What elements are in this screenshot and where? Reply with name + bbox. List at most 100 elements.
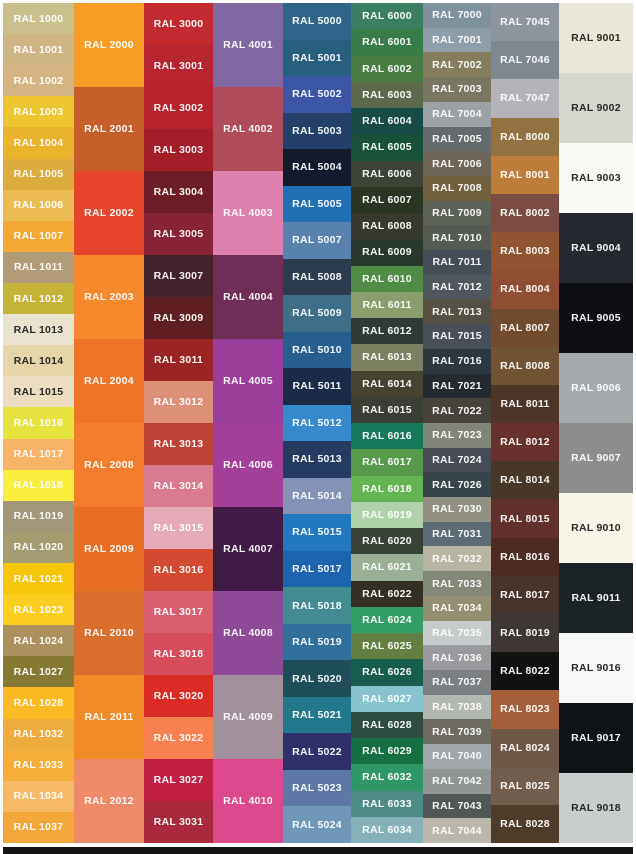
color-swatch-ral-4002: RAL 4002 [213, 87, 283, 171]
color-swatch-ral-3001: RAL 3001 [144, 45, 213, 87]
swatch-label: RAL 5002 [292, 88, 342, 101]
color-swatch-ral-4004: RAL 4004 [213, 255, 283, 339]
color-swatch-ral-4009: RAL 4009 [213, 675, 283, 759]
swatch-label: RAL 7044 [432, 824, 482, 837]
color-swatch-ral-8007: RAL 8007 [491, 308, 559, 347]
swatch-label: RAL 4001 [223, 39, 273, 51]
color-swatch-ral-4010: RAL 4010 [213, 759, 283, 843]
color-swatch-ral-7015: RAL 7015 [423, 324, 491, 349]
color-swatch-ral-3022: RAL 3022 [144, 717, 213, 759]
color-swatch-ral-3005: RAL 3005 [144, 213, 213, 255]
swatch-label: RAL 3022 [153, 732, 204, 744]
color-swatch-ral-7046: RAL 7046 [491, 41, 559, 80]
swatch-label: RAL 8015 [500, 512, 550, 525]
color-swatch-ral-5003: RAL 5003 [283, 112, 351, 150]
swatch-label: RAL 1017 [13, 448, 64, 461]
color-swatch-ral-7004: RAL 7004 [423, 101, 491, 127]
color-swatch-ral-5009: RAL 5009 [283, 295, 351, 332]
swatch-label: RAL 3018 [153, 648, 204, 660]
color-swatch-ral-5001: RAL 5001 [283, 39, 351, 77]
swatch-label: RAL 7021 [432, 379, 482, 392]
color-swatch-ral-7035: RAL 7035 [423, 620, 491, 646]
swatch-label: RAL 2010 [84, 627, 134, 639]
color-swatch-ral-5017: RAL 5017 [283, 550, 351, 588]
color-swatch-ral-3020: RAL 3020 [144, 675, 213, 717]
color-swatch-ral-4003: RAL 4003 [213, 171, 283, 255]
color-swatch-ral-7030: RAL 7030 [423, 497, 491, 522]
swatch-label: RAL 9003 [571, 172, 621, 184]
color-swatch-ral-7026: RAL 7026 [423, 472, 491, 498]
swatch-label: RAL 7042 [432, 775, 482, 788]
color-swatch-ral-7013: RAL 7013 [423, 299, 491, 325]
swatch-label: RAL 6024 [362, 613, 412, 626]
swatch-label: RAL 8022 [500, 665, 550, 678]
color-swatch-ral-8025: RAL 8025 [491, 766, 559, 805]
swatch-label: RAL 1028 [13, 696, 64, 709]
swatch-label: RAL 7009 [432, 206, 482, 219]
swatch-label: RAL 1003 [13, 105, 64, 118]
color-swatch-ral-7045: RAL 7045 [491, 3, 559, 42]
color-swatch-ral-4001: RAL 4001 [213, 3, 283, 87]
color-swatch-ral-1013: RAL 1013 [3, 314, 74, 346]
color-swatch-ral-7044: RAL 7044 [423, 818, 491, 843]
swatch-label: RAL 9018 [571, 802, 621, 814]
color-swatch-ral-9011: RAL 9011 [559, 563, 633, 633]
swatch-label: RAL 5020 [292, 672, 342, 685]
color-swatch-ral-3027: RAL 3027 [144, 759, 213, 801]
color-swatch-ral-3009: RAL 3009 [144, 297, 213, 339]
color-swatch-ral-1024: RAL 1024 [3, 625, 74, 657]
swatch-label: RAL 5024 [292, 818, 342, 831]
color-swatch-ral-1023: RAL 1023 [3, 594, 74, 626]
swatch-label: RAL 3017 [153, 606, 204, 618]
swatch-label: RAL 8024 [500, 741, 550, 754]
swatch-label: RAL 5017 [292, 562, 342, 575]
color-swatch-ral-6022: RAL 6022 [351, 580, 423, 607]
swatch-label: RAL 7004 [432, 108, 482, 121]
swatch-label: RAL 1015 [13, 385, 64, 398]
swatch-label: RAL 7026 [432, 478, 482, 491]
swatch-label: RAL 1024 [13, 634, 64, 647]
swatch-label: RAL 5013 [292, 453, 342, 466]
swatch-label: RAL 8004 [500, 283, 550, 296]
color-swatch-ral-6000: RAL 6000 [351, 3, 423, 30]
color-swatch-ral-1003: RAL 1003 [3, 96, 74, 128]
swatch-label: RAL 7024 [432, 454, 482, 466]
swatch-label: RAL 5019 [292, 636, 342, 649]
color-swatch-ral-2000: RAL 2000 [74, 3, 144, 87]
swatch-label: RAL 1000 [13, 12, 64, 25]
swatch-label: RAL 3004 [153, 186, 204, 198]
column-ral-7045-8000-series: RAL 7045 RAL 7046 RAL 7047 RAL 8000 RAL 8001… [491, 3, 559, 844]
color-swatch-ral-2012: RAL 2012 [74, 759, 144, 843]
color-swatch-ral-8000: RAL 8000 [491, 117, 559, 156]
color-swatch-ral-7024: RAL 7024 [423, 447, 491, 473]
swatch-label: RAL 7035 [432, 626, 482, 639]
swatch-label: RAL 7013 [432, 305, 482, 318]
color-swatch-ral-8008: RAL 8008 [491, 346, 559, 385]
color-swatch-ral-5021: RAL 5021 [283, 696, 351, 734]
swatch-label: RAL 7006 [432, 157, 482, 170]
color-swatch-ral-3013: RAL 3013 [144, 423, 213, 465]
color-swatch-ral-5010: RAL 5010 [283, 331, 351, 369]
swatch-label: RAL 7037 [432, 676, 482, 689]
swatch-label: RAL 3001 [153, 60, 204, 72]
color-swatch-ral-1017: RAL 1017 [3, 438, 74, 470]
swatch-label: RAL 2004 [84, 375, 134, 387]
swatch-label: RAL 8003 [500, 245, 550, 258]
color-swatch-ral-1006: RAL 1006 [3, 189, 74, 221]
color-swatch-ral-1028: RAL 1028 [3, 687, 74, 719]
color-swatch-ral-2003: RAL 2003 [74, 255, 144, 339]
swatch-label: RAL 6012 [362, 325, 412, 338]
color-swatch-ral-7043: RAL 7043 [423, 793, 491, 819]
swatch-label: RAL 7046 [500, 54, 550, 67]
color-swatch-ral-6006: RAL 6006 [351, 160, 423, 187]
swatch-label: RAL 5005 [292, 197, 342, 210]
swatch-label: RAL 7016 [432, 355, 482, 368]
swatch-label: RAL 6011 [362, 298, 412, 311]
swatch-label: RAL 7038 [432, 701, 482, 714]
color-swatch-ral-3003: RAL 3003 [144, 129, 213, 171]
swatch-label: RAL 2000 [84, 39, 134, 51]
color-swatch-ral-8002: RAL 8002 [491, 193, 559, 233]
color-swatch-ral-1005: RAL 1005 [3, 158, 74, 190]
color-swatch-ral-8028: RAL 8028 [491, 804, 559, 844]
color-swatch-ral-9001: RAL 9001 [559, 3, 633, 73]
